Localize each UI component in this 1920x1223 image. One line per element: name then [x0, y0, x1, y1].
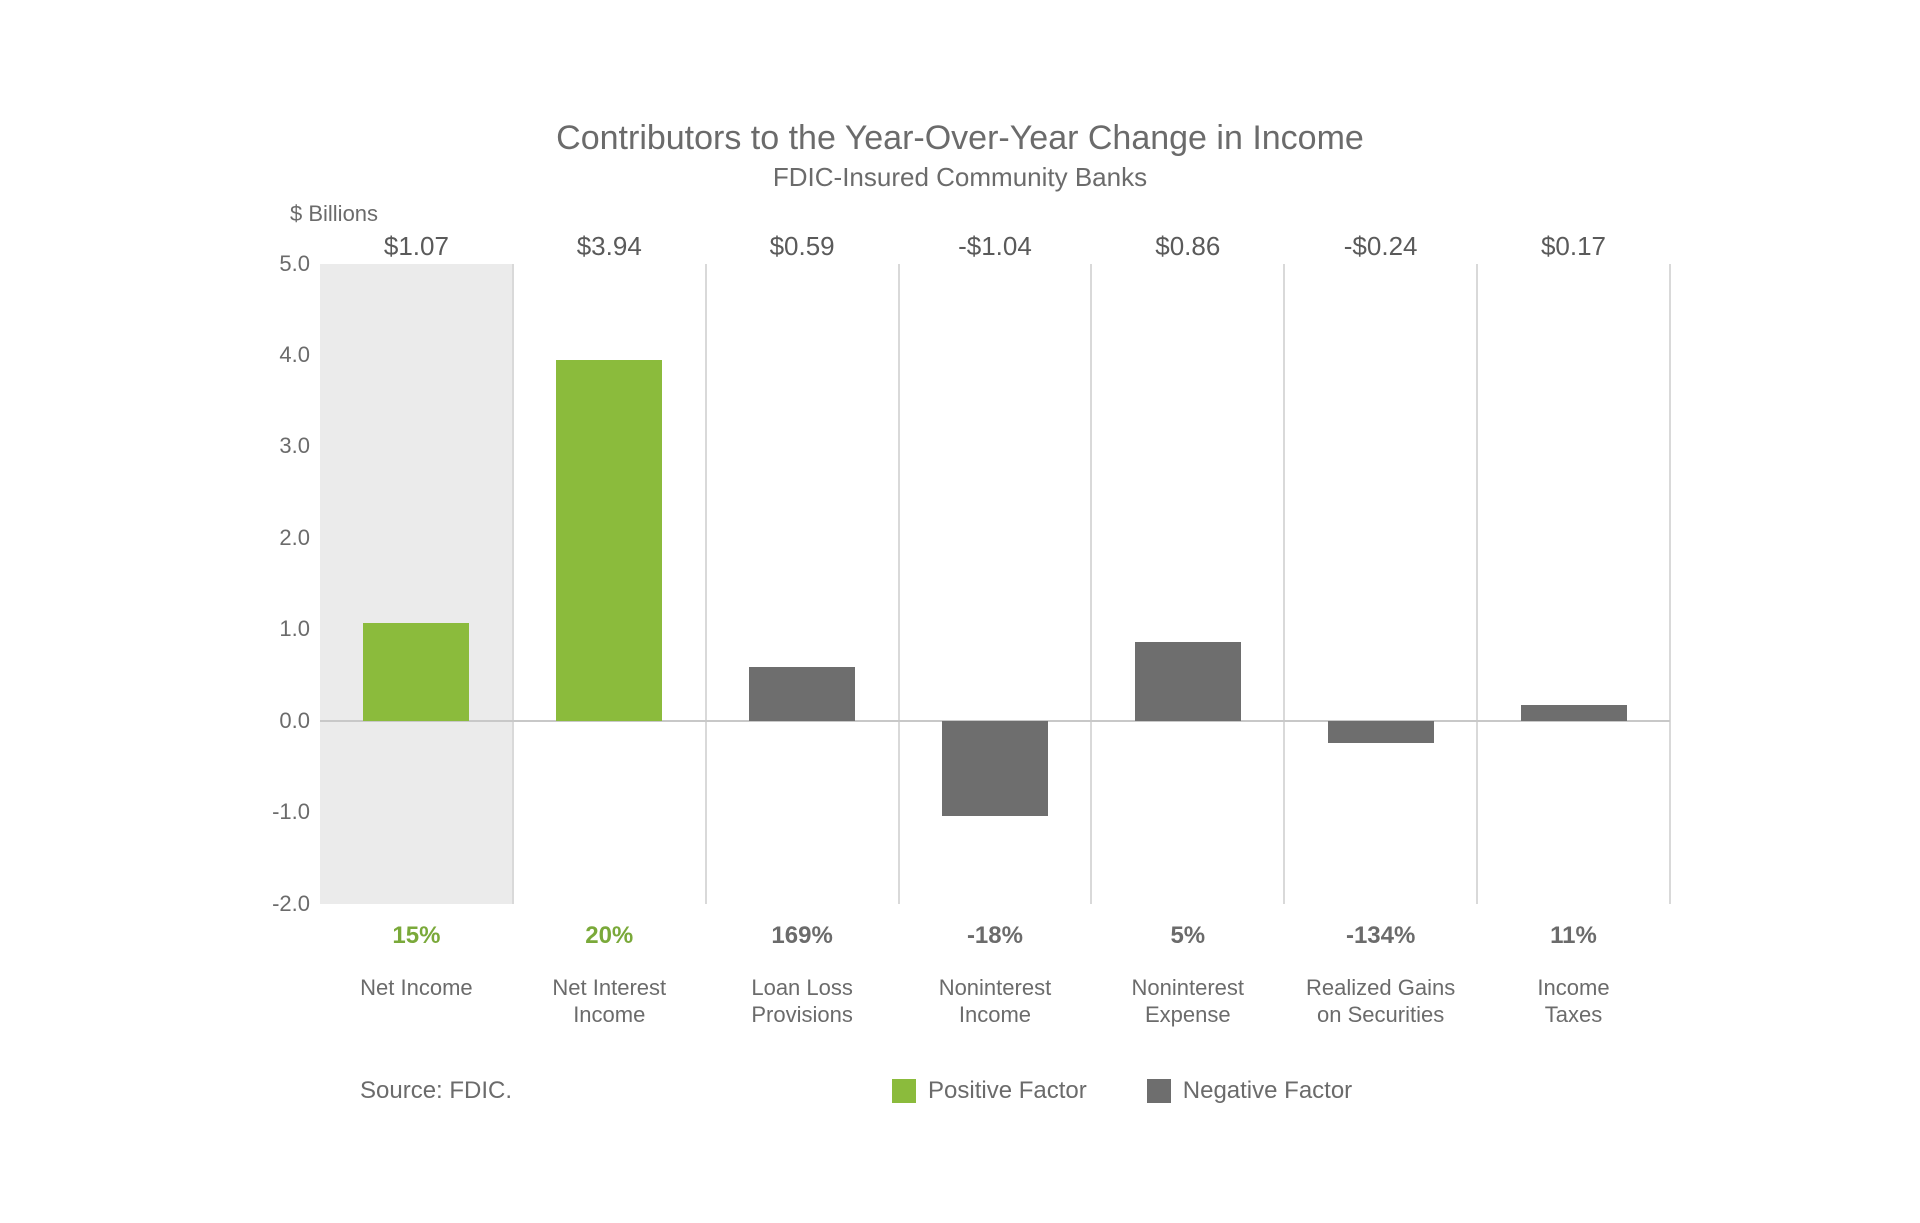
- percent-label: -134%: [1284, 922, 1477, 950]
- bar: [749, 667, 855, 721]
- category-label-row: Net IncomeNet InterestIncomeLoan LossPro…: [320, 974, 1670, 1029]
- value-label: -$0.24: [1284, 231, 1477, 262]
- bar: [556, 360, 662, 720]
- column-divider: [1476, 264, 1478, 904]
- chart-subtitle: FDIC-Insured Community Banks: [250, 162, 1670, 193]
- y-tick: 0.0: [279, 708, 310, 734]
- category-label: Loan LossProvisions: [706, 974, 899, 1029]
- column-divider: [705, 264, 707, 904]
- percent-label: 20%: [513, 922, 706, 950]
- bar: [1521, 705, 1627, 721]
- chart-title: Contributors to the Year-Over-Year Chang…: [250, 119, 1670, 158]
- column-divider: [1669, 264, 1671, 904]
- y-tick: -2.0: [272, 891, 310, 917]
- legend-positive-label: Positive Factor: [928, 1077, 1087, 1105]
- bar: [1328, 721, 1434, 743]
- legend-negative-label: Negative Factor: [1183, 1077, 1352, 1105]
- legend-positive: Positive Factor: [892, 1077, 1087, 1105]
- plot-area: [320, 264, 1670, 904]
- value-label: $0.17: [1477, 231, 1670, 262]
- value-label: $0.59: [706, 231, 899, 262]
- value-label: -$1.04: [899, 231, 1092, 262]
- column-divider: [512, 264, 514, 904]
- column-divider: [1090, 264, 1092, 904]
- y-tick: 2.0: [279, 525, 310, 551]
- percent-row: 15%20%169%-18%5%-134%11%: [320, 922, 1670, 950]
- chart-footer: Source: FDIC. Positive Factor Negative F…: [360, 1077, 1670, 1105]
- bar: [363, 623, 469, 721]
- legend-swatch-positive: [892, 1079, 916, 1103]
- value-label: $1.07: [320, 231, 513, 262]
- y-tick: 1.0: [279, 616, 310, 642]
- income-contributors-chart: Contributors to the Year-Over-Year Chang…: [250, 119, 1670, 1105]
- top-value-row: $1.07$3.94$0.59-$1.04$0.86-$0.24$0.17: [320, 231, 1670, 262]
- percent-label: 169%: [706, 922, 899, 950]
- plot-wrap: 5.04.03.02.01.00.0-1.0-2.0: [250, 264, 1670, 904]
- category-label: Realized Gainson Securities: [1284, 974, 1477, 1029]
- bar: [942, 721, 1048, 816]
- value-label: $3.94: [513, 231, 706, 262]
- category-label: NoninterestExpense: [1091, 974, 1284, 1029]
- column-divider: [1283, 264, 1285, 904]
- column-divider: [898, 264, 900, 904]
- y-tick: -1.0: [272, 799, 310, 825]
- y-tick: 5.0: [279, 251, 310, 277]
- y-axis-title: $ Billions: [290, 201, 1670, 227]
- source-label: Source: FDIC.: [360, 1077, 512, 1105]
- legend-negative: Negative Factor: [1147, 1077, 1352, 1105]
- category-label: IncomeTaxes: [1477, 974, 1670, 1029]
- percent-label: 5%: [1091, 922, 1284, 950]
- bar: [1135, 642, 1241, 721]
- y-axis: 5.04.03.02.01.00.0-1.0-2.0: [250, 264, 320, 904]
- percent-label: 15%: [320, 922, 513, 950]
- y-tick: 4.0: [279, 342, 310, 368]
- category-label: Net Income: [320, 974, 513, 1029]
- category-label: Net InterestIncome: [513, 974, 706, 1029]
- legend-swatch-negative: [1147, 1079, 1171, 1103]
- percent-label: -18%: [899, 922, 1092, 950]
- highlight-bg: [320, 264, 513, 904]
- percent-label: 11%: [1477, 922, 1670, 950]
- value-label: $0.86: [1091, 231, 1284, 262]
- y-tick: 3.0: [279, 433, 310, 459]
- category-label: NoninterestIncome: [899, 974, 1092, 1029]
